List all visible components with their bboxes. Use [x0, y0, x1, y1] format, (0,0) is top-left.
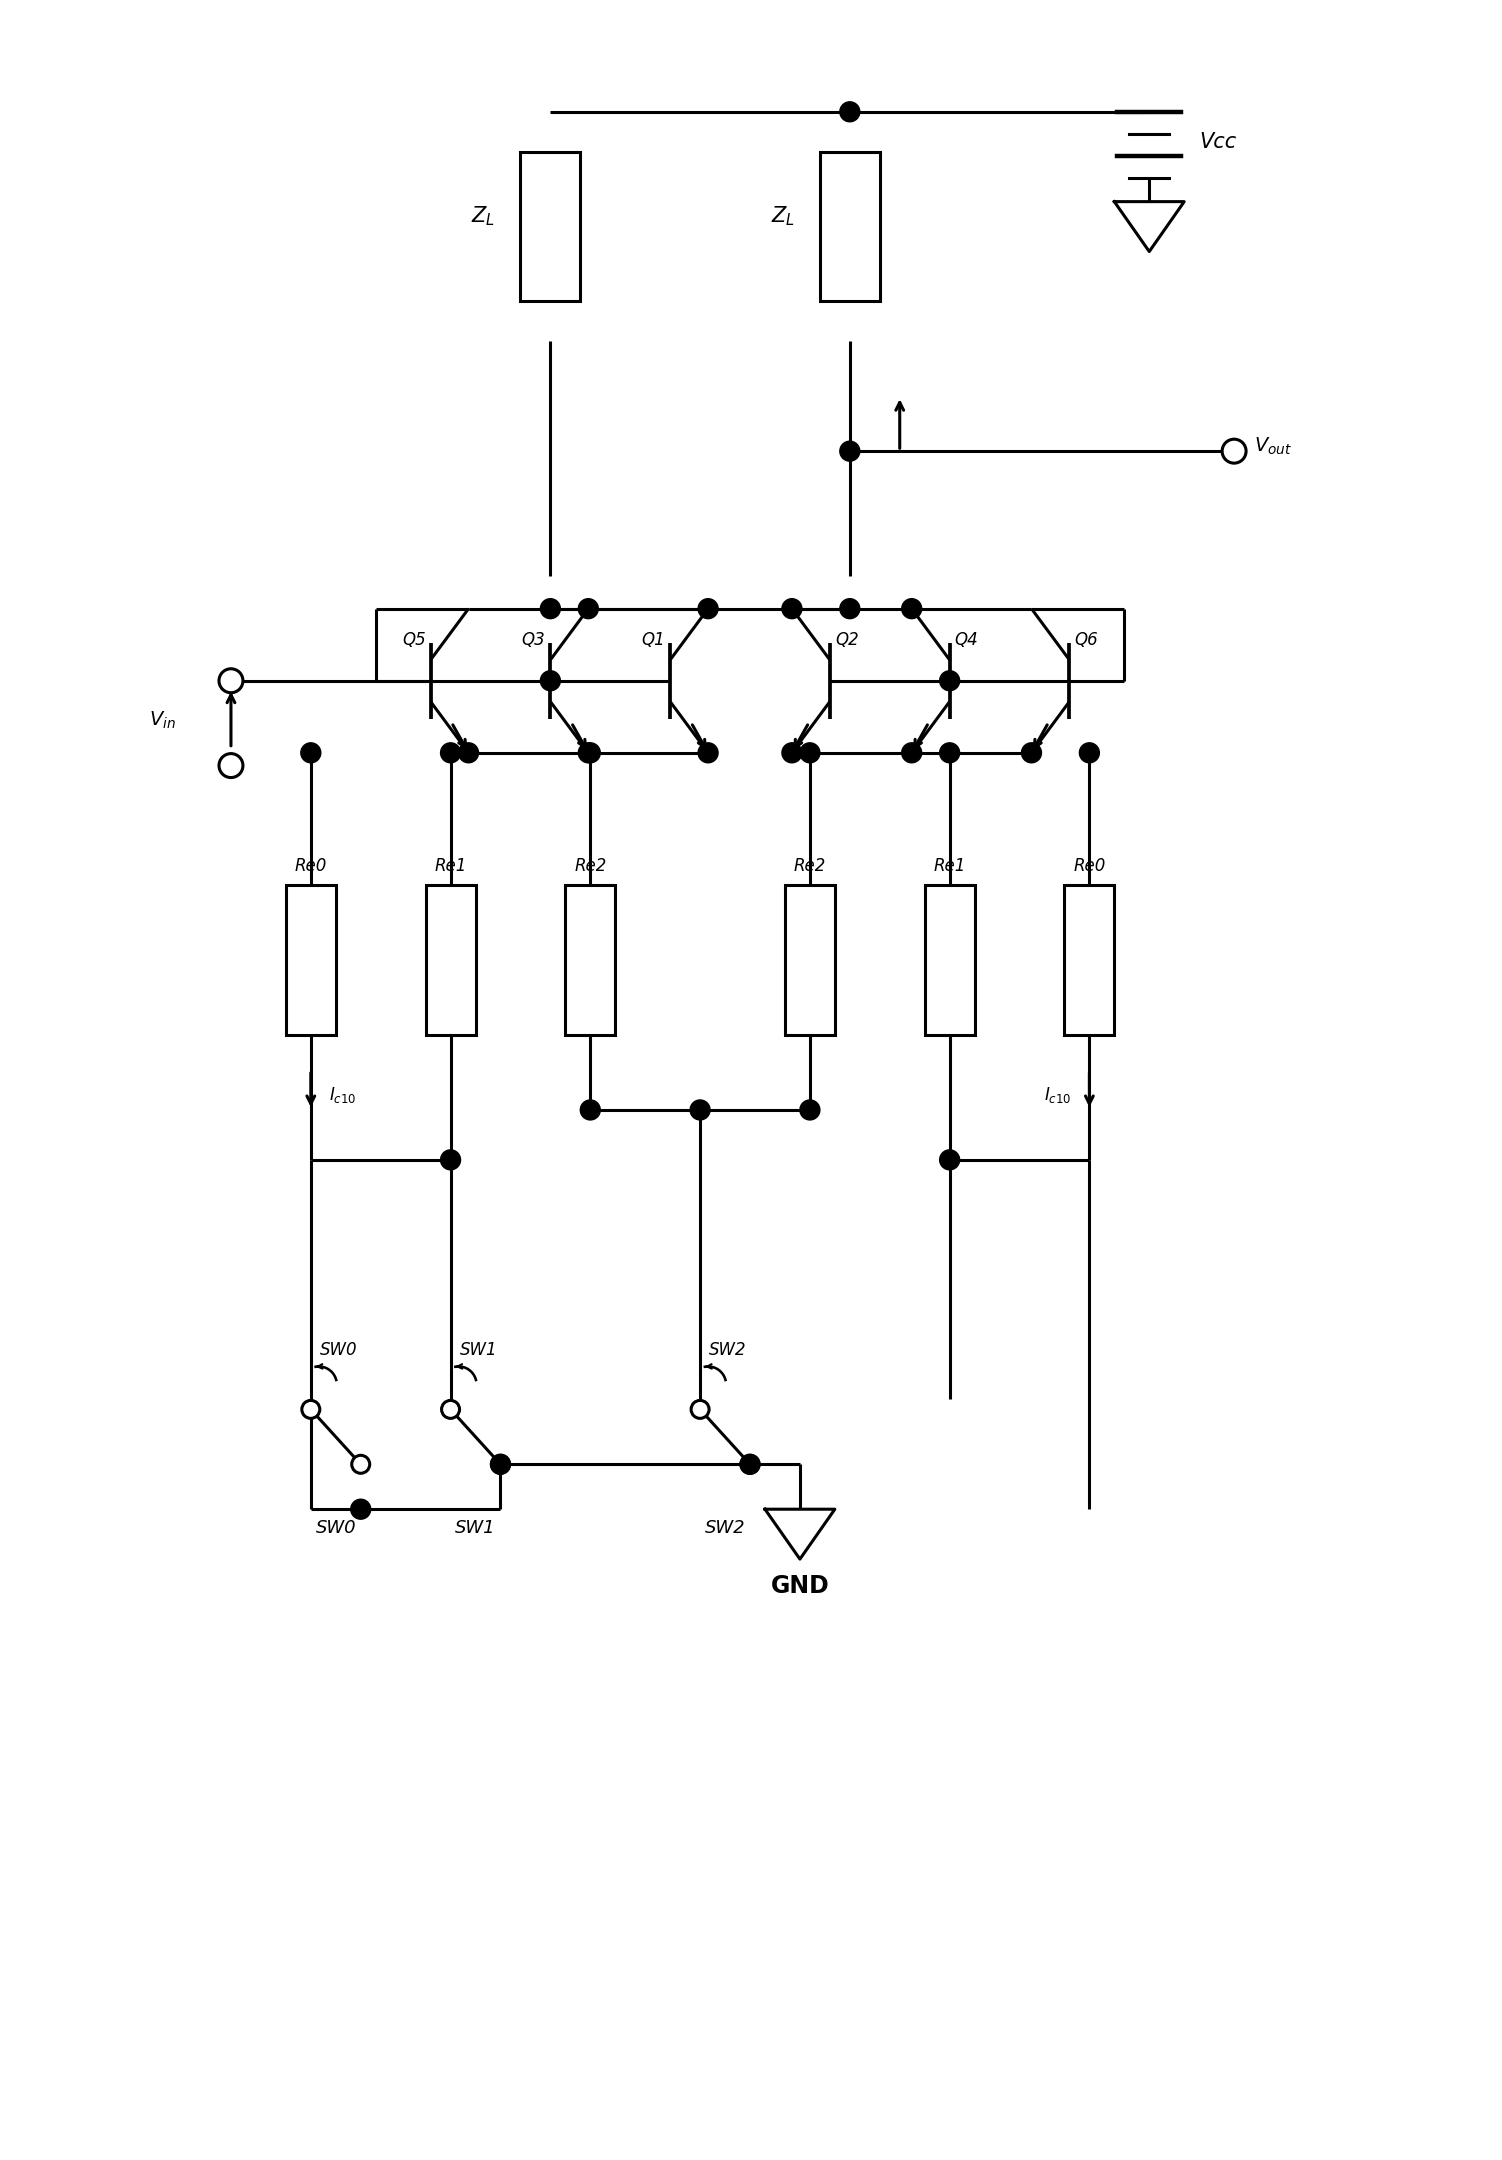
Circle shape — [440, 743, 461, 762]
Text: SW0: SW0 — [320, 1341, 357, 1359]
Text: SW1: SW1 — [460, 1341, 497, 1359]
Circle shape — [491, 1454, 511, 1475]
Circle shape — [940, 743, 960, 762]
Text: $V_{out}$: $V_{out}$ — [1254, 436, 1292, 456]
Text: SW1: SW1 — [455, 1518, 496, 1538]
Text: Re2: Re2 — [793, 858, 826, 875]
Circle shape — [440, 1149, 461, 1171]
Text: Re2: Re2 — [574, 858, 607, 875]
Bar — [565, 886, 616, 1035]
Text: $I_{c10}$: $I_{c10}$ — [329, 1084, 356, 1106]
Circle shape — [740, 1454, 760, 1475]
Circle shape — [901, 743, 922, 762]
Text: Re1: Re1 — [434, 858, 467, 875]
Bar — [285, 886, 336, 1035]
Circle shape — [580, 743, 601, 762]
Circle shape — [541, 672, 560, 691]
Circle shape — [580, 1099, 601, 1119]
Circle shape — [783, 598, 802, 618]
Circle shape — [219, 670, 243, 693]
Circle shape — [901, 598, 922, 618]
Text: $V_{in}$: $V_{in}$ — [149, 711, 176, 732]
Text: Q1: Q1 — [641, 631, 665, 648]
Bar — [925, 886, 975, 1035]
Text: Q2: Q2 — [835, 631, 859, 648]
Circle shape — [351, 1456, 369, 1473]
Text: SW2: SW2 — [704, 1518, 745, 1538]
Circle shape — [940, 1149, 960, 1171]
Bar — [520, 151, 580, 302]
Bar — [1065, 886, 1114, 1035]
Circle shape — [740, 1456, 759, 1473]
Circle shape — [541, 598, 560, 618]
Circle shape — [698, 598, 718, 618]
Circle shape — [351, 1499, 371, 1518]
Circle shape — [302, 1400, 320, 1419]
Circle shape — [1223, 438, 1247, 462]
Bar — [820, 151, 880, 302]
Text: Re0: Re0 — [1074, 858, 1105, 875]
Circle shape — [840, 102, 859, 121]
Text: $Z_L$: $Z_L$ — [771, 205, 795, 229]
Circle shape — [940, 672, 960, 691]
Text: SW0: SW0 — [315, 1518, 356, 1538]
Bar — [786, 886, 835, 1035]
Text: Q4: Q4 — [955, 631, 978, 648]
Text: Vcc: Vcc — [1199, 132, 1236, 151]
Text: Re0: Re0 — [294, 858, 327, 875]
Text: GND: GND — [771, 1575, 829, 1598]
Circle shape — [491, 1456, 509, 1473]
Circle shape — [783, 743, 802, 762]
Text: $I_{c10}$: $I_{c10}$ — [1044, 1084, 1071, 1106]
Circle shape — [689, 1099, 710, 1119]
Bar — [425, 886, 476, 1035]
Circle shape — [691, 1400, 709, 1419]
Circle shape — [801, 743, 820, 762]
Text: $Z_L$: $Z_L$ — [472, 205, 496, 229]
Circle shape — [801, 1099, 820, 1119]
Text: Q6: Q6 — [1074, 631, 1098, 648]
Circle shape — [578, 598, 598, 618]
Circle shape — [1021, 743, 1041, 762]
Circle shape — [442, 1400, 460, 1419]
Circle shape — [840, 598, 859, 618]
Circle shape — [300, 743, 321, 762]
Circle shape — [578, 743, 598, 762]
Circle shape — [698, 743, 718, 762]
Circle shape — [219, 754, 243, 778]
Text: Q5: Q5 — [403, 631, 425, 648]
Circle shape — [840, 441, 859, 460]
Text: SW2: SW2 — [709, 1341, 746, 1359]
Circle shape — [1080, 743, 1099, 762]
Circle shape — [458, 743, 479, 762]
Text: Re1: Re1 — [933, 858, 966, 875]
Text: Q3: Q3 — [521, 631, 545, 648]
